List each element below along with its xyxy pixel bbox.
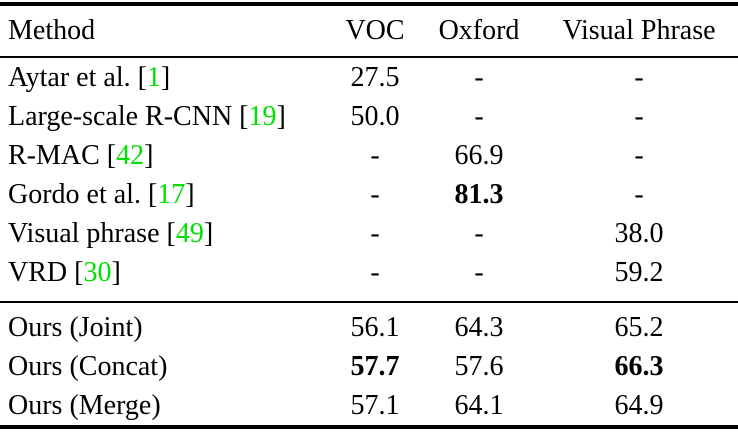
value-cell: 65.2: [540, 301, 738, 347]
value-cell: -: [370, 256, 380, 288]
value-cell: 81.3: [454, 178, 504, 210]
citation-link[interactable]: 30: [83, 256, 112, 288]
value-cell: 64.1: [454, 389, 504, 421]
value-cell: 57.1: [350, 389, 400, 421]
value-cell: -: [634, 178, 644, 210]
method-cell: Large-scale R-CNN [19]: [8, 100, 286, 132]
method-cell: Visual phrase [49]: [8, 217, 214, 249]
value-cell: -: [474, 256, 484, 288]
table-row: R-MAC [42] - 66.9 -: [0, 136, 738, 175]
column-header-visual-phrase: Visual Phrase: [540, 4, 738, 58]
value-cell: 64.9: [614, 389, 664, 421]
column-header-voc: VOC: [332, 4, 418, 58]
value-cell: 59.2: [614, 256, 664, 288]
value-cell: -: [370, 139, 380, 171]
value-cell: -: [474, 100, 484, 132]
column-header-oxford: Oxford: [418, 4, 540, 58]
value-cell: 57.7: [350, 350, 400, 382]
value-cell: 27.5: [350, 61, 400, 93]
value-cell: 66.9: [454, 139, 504, 171]
citation-link[interactable]: 1: [146, 61, 161, 93]
value-cell: 64.3: [418, 301, 540, 347]
citation-link[interactable]: 17: [157, 178, 186, 210]
method-cell: Ours (Merge): [8, 389, 161, 421]
value-cell: -: [474, 61, 484, 93]
value-cell: 50.0: [350, 100, 400, 132]
group-baselines: Aytar et al. [1] 27.5- - Large-scale R-CNN …: [0, 57, 738, 302]
citation-link[interactable]: 19: [248, 100, 277, 132]
value-cell: 66.3: [614, 350, 664, 382]
column-header-method: Method: [0, 4, 332, 58]
method-cell: Ours (Concat): [8, 350, 168, 382]
method-cell: Gordo et al. [17]: [8, 178, 195, 210]
value-cell: -: [634, 139, 644, 171]
citation-link[interactable]: 42: [116, 139, 145, 171]
value-cell: -: [370, 217, 380, 249]
method-cell: R-MAC [42]: [8, 139, 154, 171]
table-row: Visual phrase [49] - - 38.0: [0, 214, 738, 253]
method-cell: Ours (Joint): [0, 301, 332, 347]
table-row: Ours (Concat) 57.7 57.6 66.3: [0, 347, 738, 386]
value-cell: -: [634, 61, 644, 93]
value-cell: 38.0: [614, 217, 664, 249]
citation-link[interactable]: 49: [175, 217, 204, 249]
value-cell: -: [634, 100, 644, 132]
value-cell: 56.1: [332, 301, 418, 347]
table-row: Gordo et al. [17] - 81.3 -: [0, 175, 738, 214]
table-row: Ours (Joint) 56.1 64.3 65.2: [0, 301, 738, 347]
table-row: Ours (Merge) 57.1 64.1 64.9: [0, 386, 738, 427]
group-ours: Ours (Joint) 56.1 64.3 65.2 Ours (Concat) 57.…: [0, 301, 738, 427]
method-cell: Aytar et al. [1]: [8, 61, 171, 93]
value-cell: 57.6: [454, 350, 504, 382]
table-row: VRD [30] - - 59.2: [0, 253, 738, 302]
value-cell: -: [474, 217, 484, 249]
table-row: Large-scale R-CNN [19] 50.0 - -: [0, 97, 738, 136]
value-cell: -: [370, 178, 380, 210]
method-cell: VRD [30]: [8, 256, 121, 288]
table-row: Aytar et al. [1] 27.5 - -: [0, 57, 738, 97]
header-row: Method VOC Oxford Visual Phrase: [0, 4, 738, 58]
